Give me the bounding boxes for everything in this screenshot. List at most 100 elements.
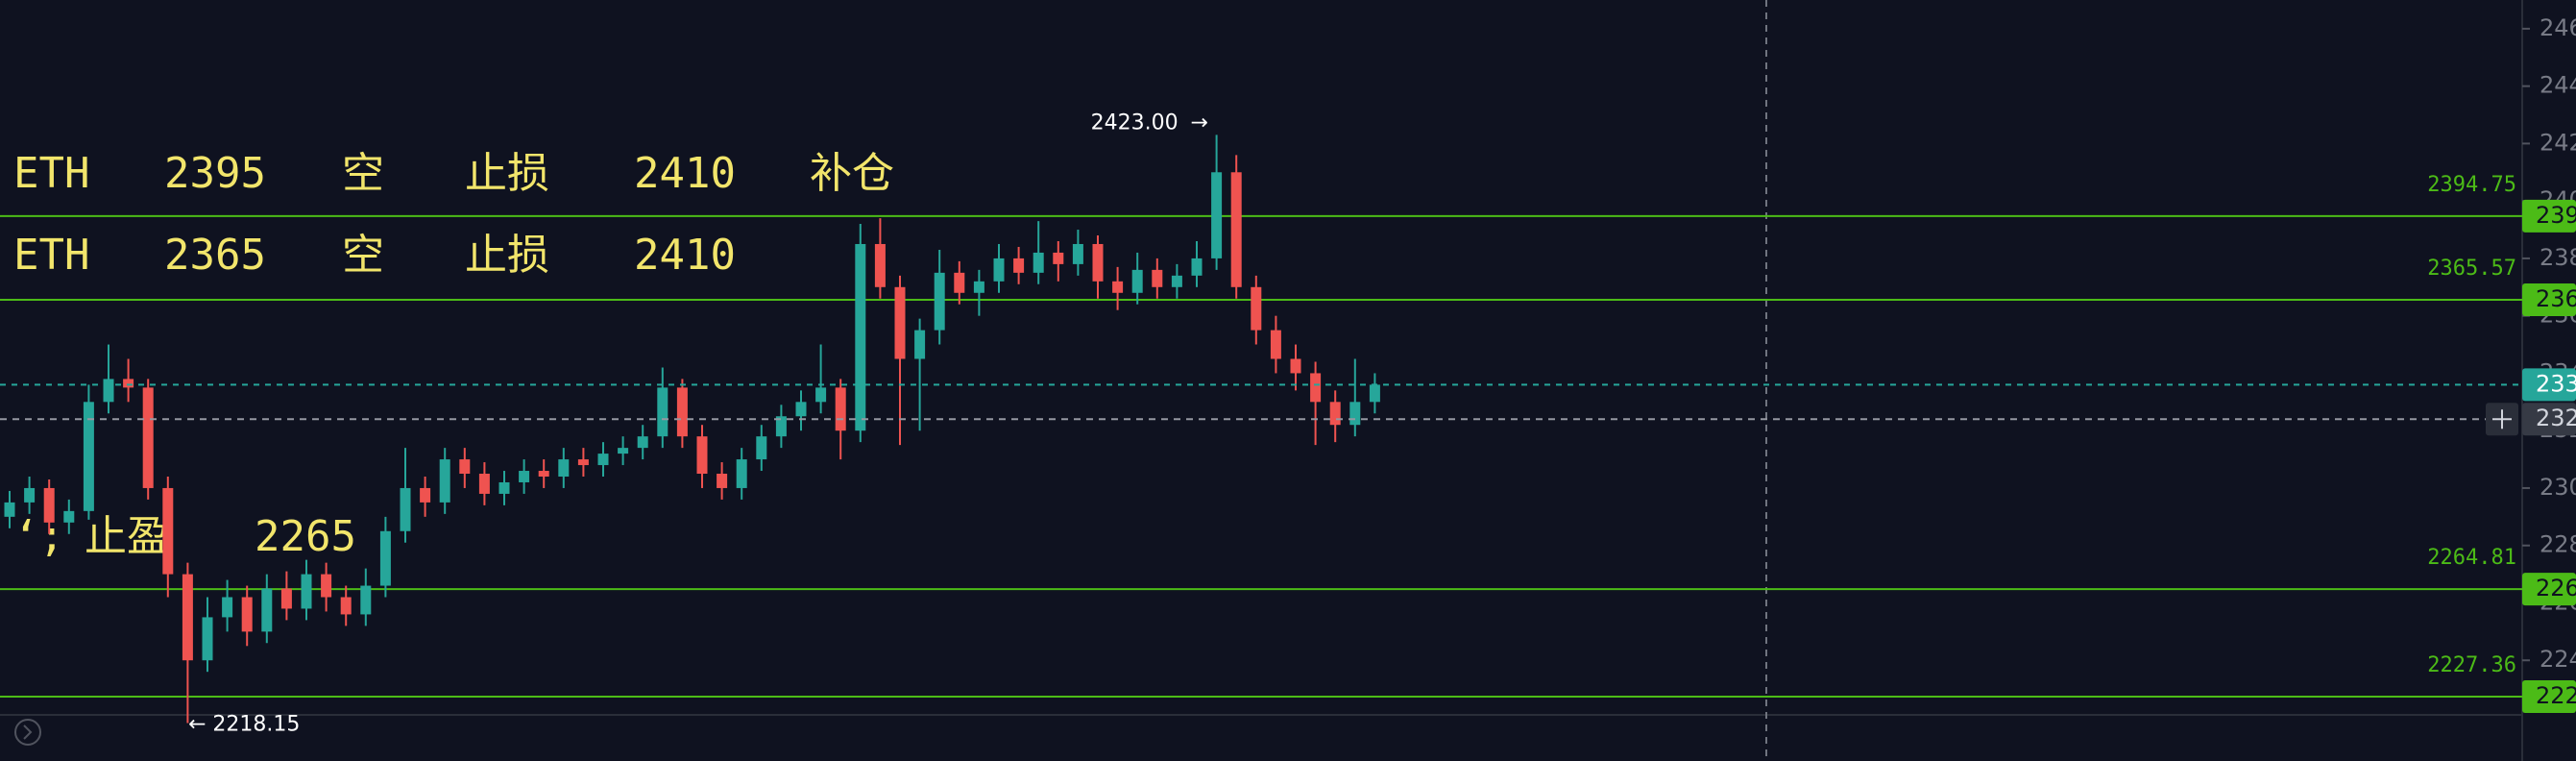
level-label: 2365.57 <box>2427 257 2516 281</box>
plus-icon <box>2492 409 2512 430</box>
high-label: 2423.00 <box>1091 110 1179 135</box>
candle-body <box>83 402 94 511</box>
y-tick-label: 2420 <box>2540 129 2576 156</box>
price-tag-label: 2336 <box>2536 370 2576 397</box>
candle-body <box>597 454 609 466</box>
candle-body <box>43 487 55 523</box>
annotation-text: 空 <box>342 231 384 280</box>
candle-body <box>775 416 787 437</box>
candle-body <box>914 330 926 359</box>
candle-body <box>301 574 312 609</box>
candle-body <box>400 487 411 531</box>
candle-body <box>1251 286 1262 331</box>
candle-body <box>855 243 866 431</box>
candle-body <box>1072 243 1083 264</box>
annotation-text: ETH <box>13 149 89 198</box>
candle-body <box>993 258 1005 282</box>
candle-body <box>142 387 154 488</box>
candle-body <box>795 402 807 417</box>
candle-body <box>696 436 708 475</box>
level-label: 2394.75 <box>2427 173 2516 197</box>
candle-body <box>202 617 213 661</box>
candle-body <box>618 448 629 454</box>
candle-body <box>1290 358 1301 374</box>
annotation-text: ETH <box>13 231 89 280</box>
candle-body <box>1131 269 1143 293</box>
price-tag <box>2522 368 2576 402</box>
arrow: → <box>1190 110 1207 135</box>
candle-body <box>1013 258 1025 273</box>
candle-body <box>24 487 36 503</box>
candle-body <box>360 585 372 615</box>
y-tick-label: 2300 <box>2540 474 2576 501</box>
annotation-text: 空 <box>342 149 384 198</box>
candle-body <box>874 243 886 287</box>
crosshair-plus-button[interactable] <box>2486 403 2518 436</box>
candle-body <box>538 471 549 477</box>
candle-body <box>676 387 688 437</box>
level-label: 2227.36 <box>2427 653 2516 677</box>
candle-body <box>103 379 114 403</box>
candle-body <box>1270 330 1281 359</box>
candle-body <box>1211 172 1223 258</box>
scroll-icon <box>23 724 33 740</box>
candle-body <box>558 459 570 477</box>
candle-body <box>736 459 747 488</box>
candle-body <box>1230 172 1242 287</box>
candle-body <box>498 481 510 494</box>
candle-body <box>1033 252 1044 273</box>
annotation-text: 2365 <box>164 231 266 280</box>
price-tag <box>2522 199 2576 233</box>
price-tag <box>2522 283 2576 317</box>
candle-body <box>934 272 945 331</box>
annotation-text: 止损 <box>465 231 549 280</box>
candle-body <box>815 387 827 403</box>
candle-body <box>1171 275 1182 287</box>
candle-body <box>340 597 352 615</box>
candle-body <box>182 574 193 661</box>
level-label: 2264.81 <box>2427 546 2516 570</box>
y-tick-label: 2440 <box>2540 72 2576 99</box>
candle-body <box>954 272 965 293</box>
annotation-text: 2410 <box>634 149 736 198</box>
annotation-text: 止盈 <box>85 512 169 561</box>
y-tick-label: 2460 <box>2540 14 2576 41</box>
candle-body <box>280 588 292 609</box>
y-tick-label: 2280 <box>2540 531 2576 558</box>
price-tag-label: 2264.81 <box>2536 575 2576 601</box>
annotation-text: 2265 <box>255 512 356 561</box>
scroll-button[interactable] <box>14 719 41 746</box>
candle-body <box>420 487 431 503</box>
candle-body <box>756 436 767 460</box>
candle-body <box>1191 258 1203 276</box>
price-tag-label: 2365.57 <box>2536 285 2576 312</box>
price-tag <box>2522 403 2576 436</box>
candle-body <box>1310 373 1322 403</box>
candle-body <box>162 487 174 575</box>
candle-body <box>1349 402 1361 426</box>
y-tick-label: 2380 <box>2540 244 2576 271</box>
price-tag <box>2522 573 2576 606</box>
annotation-text: 止损 <box>465 149 549 198</box>
candle-body <box>1152 269 1163 287</box>
arrow: ← <box>188 713 206 737</box>
candle-body <box>63 510 75 523</box>
price-tag-label: 2227.36 <box>2536 682 2576 709</box>
low-label: 2218.15 <box>212 713 300 737</box>
candle-body <box>4 502 15 517</box>
candle-body <box>637 436 648 449</box>
candle-body <box>1329 402 1341 426</box>
annotation-text: 2410 <box>634 231 736 280</box>
candle-body <box>1092 243 1104 282</box>
candle-body <box>1112 281 1124 293</box>
candle-body <box>835 387 846 431</box>
candle-body <box>973 281 984 293</box>
candle-body <box>261 588 273 632</box>
y-tick-label: 2240 <box>2540 646 2576 673</box>
annotation-text: 补仓 <box>810 149 894 198</box>
annotation-text: ‘; <box>13 512 64 561</box>
candle-body <box>577 459 589 466</box>
